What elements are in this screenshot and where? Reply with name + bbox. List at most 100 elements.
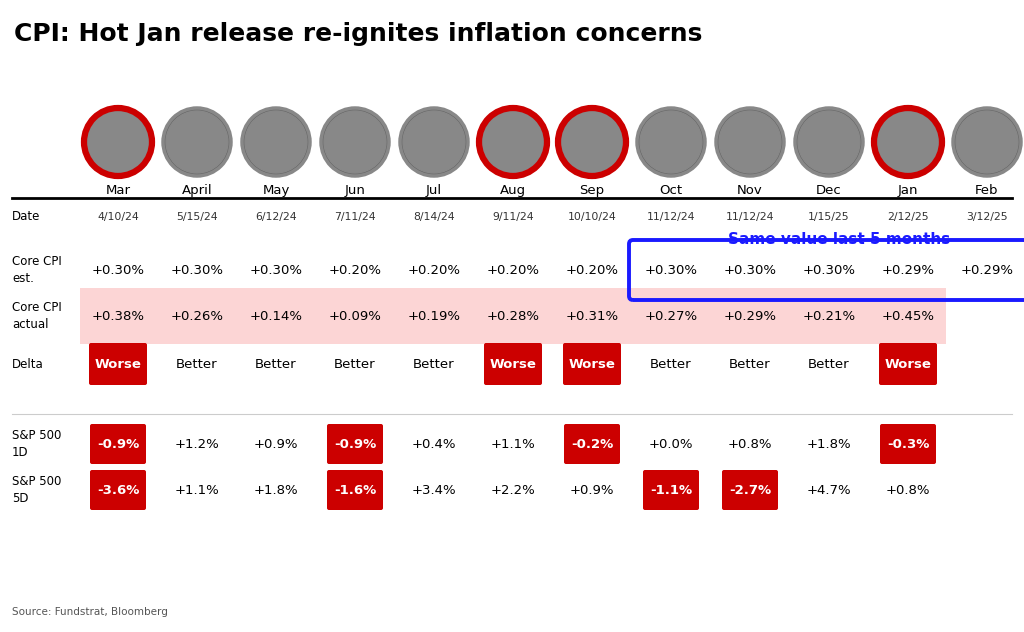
Text: +0.8%: +0.8% xyxy=(886,483,930,497)
Text: Nov: Nov xyxy=(737,184,763,197)
Circle shape xyxy=(640,111,702,173)
Text: Date: Date xyxy=(12,210,40,224)
Text: +0.14%: +0.14% xyxy=(250,310,302,322)
Circle shape xyxy=(321,108,389,176)
Circle shape xyxy=(403,111,465,173)
Text: 7/11/24: 7/11/24 xyxy=(334,212,376,222)
Text: Better: Better xyxy=(729,358,771,370)
Text: +2.2%: +2.2% xyxy=(490,483,536,497)
Text: +0.4%: +0.4% xyxy=(412,437,457,451)
Text: Dec: Dec xyxy=(816,184,842,197)
Text: S&P 500
5D: S&P 500 5D xyxy=(12,475,61,505)
Text: +1.8%: +1.8% xyxy=(254,483,298,497)
Text: Aug: Aug xyxy=(500,184,526,197)
Text: +0.20%: +0.20% xyxy=(329,264,382,277)
Circle shape xyxy=(87,111,150,173)
Text: CPI: Hot Jan release re-ignites inflation concerns: CPI: Hot Jan release re-ignites inflatio… xyxy=(14,22,702,46)
Circle shape xyxy=(163,108,231,176)
Text: 2/12/25: 2/12/25 xyxy=(887,212,929,222)
Text: -1.1%: -1.1% xyxy=(650,483,692,497)
Circle shape xyxy=(953,108,1021,176)
FancyBboxPatch shape xyxy=(90,424,146,464)
FancyBboxPatch shape xyxy=(564,424,620,464)
Text: -0.9%: -0.9% xyxy=(334,437,376,451)
Text: +0.19%: +0.19% xyxy=(408,310,461,322)
Text: 11/12/24: 11/12/24 xyxy=(726,212,774,222)
Text: 11/12/24: 11/12/24 xyxy=(647,212,695,222)
FancyBboxPatch shape xyxy=(327,470,383,510)
Circle shape xyxy=(561,111,623,173)
Text: +0.21%: +0.21% xyxy=(803,310,856,322)
Text: Better: Better xyxy=(808,358,850,370)
Text: Worse: Worse xyxy=(885,358,932,370)
Circle shape xyxy=(558,108,626,176)
Circle shape xyxy=(716,108,784,176)
Circle shape xyxy=(795,108,863,176)
Circle shape xyxy=(877,111,939,173)
FancyBboxPatch shape xyxy=(880,424,936,464)
Text: Oct: Oct xyxy=(659,184,683,197)
Text: +0.29%: +0.29% xyxy=(961,264,1014,277)
Text: +0.20%: +0.20% xyxy=(565,264,618,277)
Text: +0.30%: +0.30% xyxy=(644,264,697,277)
Text: Worse: Worse xyxy=(489,358,537,370)
Text: Source: Fundstrat, Bloomberg: Source: Fundstrat, Bloomberg xyxy=(12,607,168,617)
Text: +0.38%: +0.38% xyxy=(91,310,144,322)
Text: +0.29%: +0.29% xyxy=(724,310,776,322)
Text: +0.27%: +0.27% xyxy=(644,310,697,322)
FancyBboxPatch shape xyxy=(327,424,383,464)
Circle shape xyxy=(798,111,860,173)
Text: Delta: Delta xyxy=(12,358,44,370)
Text: May: May xyxy=(262,184,290,197)
Text: Worse: Worse xyxy=(568,358,615,370)
Text: -0.9%: -0.9% xyxy=(97,437,139,451)
Text: Better: Better xyxy=(414,358,455,370)
Text: -0.3%: -0.3% xyxy=(887,437,929,451)
FancyBboxPatch shape xyxy=(563,343,621,385)
Text: -2.7%: -2.7% xyxy=(729,483,771,497)
FancyBboxPatch shape xyxy=(89,343,147,385)
Text: April: April xyxy=(181,184,212,197)
Text: Core CPI
est.: Core CPI est. xyxy=(12,255,61,285)
Text: 6/12/24: 6/12/24 xyxy=(255,212,297,222)
Text: +4.7%: +4.7% xyxy=(807,483,851,497)
Circle shape xyxy=(719,111,781,173)
Text: 1/15/25: 1/15/25 xyxy=(808,212,850,222)
Text: +0.30%: +0.30% xyxy=(171,264,223,277)
Text: +0.8%: +0.8% xyxy=(728,437,772,451)
Text: -3.6%: -3.6% xyxy=(97,483,139,497)
Text: +0.30%: +0.30% xyxy=(91,264,144,277)
Circle shape xyxy=(400,108,468,176)
Text: 8/14/24: 8/14/24 xyxy=(414,212,455,222)
Text: Core CPI
actual: Core CPI actual xyxy=(12,301,61,331)
Text: +3.4%: +3.4% xyxy=(412,483,457,497)
Text: +0.0%: +0.0% xyxy=(649,437,693,451)
Text: Better: Better xyxy=(650,358,692,370)
Text: 5/15/24: 5/15/24 xyxy=(176,212,218,222)
Text: Jul: Jul xyxy=(426,184,442,197)
Circle shape xyxy=(874,108,942,176)
FancyBboxPatch shape xyxy=(484,343,542,385)
Text: Jun: Jun xyxy=(344,184,366,197)
Text: +0.30%: +0.30% xyxy=(250,264,302,277)
FancyBboxPatch shape xyxy=(80,288,946,344)
Text: +0.31%: +0.31% xyxy=(565,310,618,322)
Circle shape xyxy=(242,108,310,176)
FancyBboxPatch shape xyxy=(722,470,778,510)
Text: +0.26%: +0.26% xyxy=(171,310,223,322)
FancyBboxPatch shape xyxy=(879,343,937,385)
Text: -0.2%: -0.2% xyxy=(570,437,613,451)
Circle shape xyxy=(482,111,544,173)
Text: Better: Better xyxy=(255,358,297,370)
Text: +1.8%: +1.8% xyxy=(807,437,851,451)
Circle shape xyxy=(637,108,705,176)
Text: Better: Better xyxy=(176,358,218,370)
Text: +0.30%: +0.30% xyxy=(803,264,855,277)
Text: +1.1%: +1.1% xyxy=(175,483,219,497)
Text: Sep: Sep xyxy=(580,184,604,197)
Text: +0.20%: +0.20% xyxy=(486,264,540,277)
Text: 3/12/25: 3/12/25 xyxy=(967,212,1008,222)
Text: Feb: Feb xyxy=(975,184,998,197)
Text: 9/11/24: 9/11/24 xyxy=(493,212,534,222)
Circle shape xyxy=(166,111,228,173)
